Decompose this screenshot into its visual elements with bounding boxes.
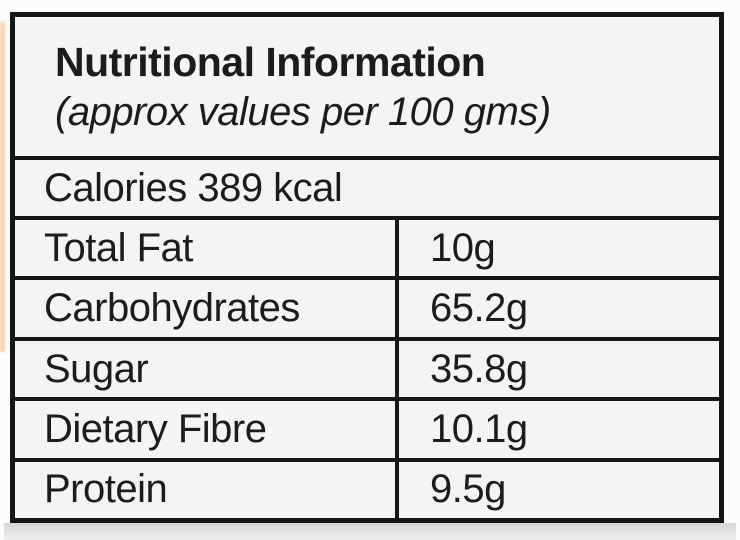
- row-value-text: 65.2g: [430, 286, 528, 331]
- row-label-text: Protein: [44, 467, 168, 512]
- row-label: Carbohydrates: [15, 280, 399, 337]
- nutrition-table: Nutritional Information (approx values p…: [10, 12, 724, 523]
- table-row-total-fat: Total Fat 10g: [15, 216, 719, 277]
- table-row-dietary-fibre: Dietary Fibre 10.1g: [15, 397, 719, 458]
- row-value: 35.8g: [399, 341, 719, 397]
- row-value-text: 9.5g: [430, 467, 506, 512]
- photo-bottom-shadow: [4, 523, 736, 540]
- row-label-text: Total Fat: [44, 225, 193, 270]
- row-label: Total Fat: [15, 220, 399, 277]
- row-value-text: 10.1g: [430, 406, 528, 451]
- row-label-text: Dietary Fibre: [44, 406, 267, 451]
- calories-text: Calories 389 kcal: [44, 165, 343, 210]
- calories-row: Calories 389 kcal: [15, 156, 719, 216]
- table-row-protein: Protein 9.5g: [15, 457, 719, 519]
- row-value: 65.2g: [399, 280, 719, 336]
- row-label: Dietary Fibre: [15, 401, 399, 458]
- row-value: 9.5g: [399, 462, 719, 518]
- table-title: Nutritional Information: [55, 38, 486, 85]
- row-label-text: Sugar: [44, 346, 149, 391]
- row-value-text: 35.8g: [430, 346, 528, 391]
- row-value-text: 10g: [430, 225, 496, 270]
- table-subtitle: (approx values per 100 gms): [55, 89, 551, 134]
- row-value: 10g: [399, 220, 719, 276]
- table-header-row: Nutritional Information (approx values p…: [15, 17, 719, 156]
- table-row-sugar: Sugar 35.8g: [15, 336, 719, 398]
- row-value: 10.1g: [399, 401, 719, 457]
- table-row-carbohydrates: Carbohydrates 65.2g: [15, 276, 719, 337]
- photo-edge-tint: [0, 22, 5, 352]
- row-label: Sugar: [15, 340, 399, 398]
- row-label: Protein: [15, 461, 399, 519]
- row-label-text: Carbohydrates: [44, 286, 300, 331]
